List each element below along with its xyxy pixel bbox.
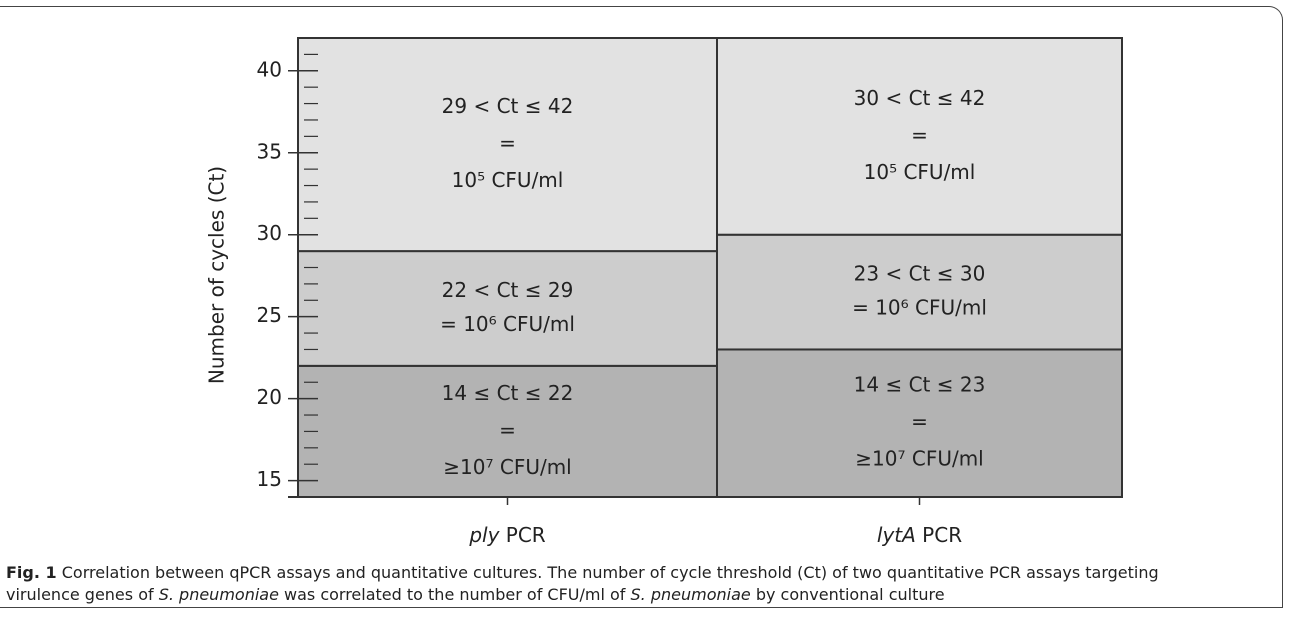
range-segment — [716, 37, 1123, 236]
range-segment — [297, 250, 718, 367]
caption: Fig. 1 Correlation between qPCR assays a… — [6, 562, 1206, 606]
segment-label: 30 < Ct ≤ 42 — [854, 86, 986, 110]
caption-text: by conventional culture — [750, 585, 945, 604]
segment-label: = — [499, 418, 516, 442]
chart: Number of cycles (Ct) 14 ≤ Ct ≤ 22 = ≥10⁷ … — [205, 37, 1123, 547]
segment-label: = — [911, 123, 928, 147]
y-tick-label: 15 — [257, 467, 282, 491]
segment-label: 14 ≤ Ct ≤ 23 — [854, 373, 986, 397]
segment-label: = 10⁶ CFU/ml — [852, 296, 987, 320]
y-tick-label: 25 — [257, 303, 282, 327]
segment-label: 10⁵ CFU/ml — [452, 168, 564, 192]
x-tick-label: lytA PCR — [877, 523, 962, 547]
segment-label: = — [499, 131, 516, 155]
caption-label: Fig. 1 — [6, 563, 57, 582]
range-segment — [297, 37, 718, 253]
caption-text: S. pneumoniae — [630, 585, 751, 604]
y-tick-label: 40 — [257, 57, 282, 81]
category-suffix: PCR — [922, 523, 962, 547]
segment-label: = 10⁶ CFU/ml — [440, 312, 575, 336]
segment-label: ≥10⁷ CFU/ml — [855, 447, 983, 471]
segment-label: 10⁵ CFU/ml — [864, 160, 976, 184]
segment-label: ≥10⁷ CFU/ml — [443, 455, 571, 479]
segment-label: = — [911, 410, 928, 434]
category-gene: lytA — [877, 523, 916, 547]
caption-text: was correlated to the number of CFU/ml o… — [278, 585, 631, 604]
segment-label: 23 < Ct ≤ 30 — [854, 262, 986, 286]
x-tick-label: ply PCR — [468, 523, 545, 547]
category-suffix: PCR — [506, 523, 546, 547]
figure-frame — [0, 6, 1283, 608]
segment-label: 29 < Ct ≤ 42 — [442, 94, 574, 118]
y-tick-label: 30 — [257, 221, 282, 245]
segment-label: 14 ≤ Ct ≤ 22 — [442, 381, 574, 405]
caption-text: Correlation between qPCR assays and quan… — [6, 563, 1159, 604]
y-axis-label: Number of cycles (Ct) — [205, 166, 229, 384]
category-gene: ply — [468, 523, 500, 547]
segment-label: 22 < Ct ≤ 29 — [442, 278, 574, 302]
caption-text: S. pneumoniae — [158, 585, 279, 604]
range-segment — [716, 348, 1123, 499]
y-tick-label: 20 — [257, 385, 282, 409]
y-tick-label: 35 — [257, 139, 282, 163]
range-segment — [716, 233, 1123, 351]
